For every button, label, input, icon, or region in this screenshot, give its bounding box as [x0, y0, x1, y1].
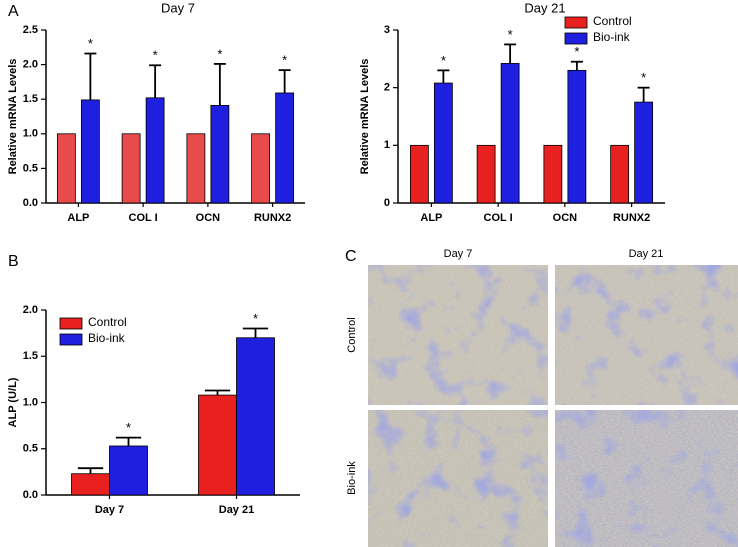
legend-swatch — [59, 317, 83, 330]
y-axis-label: Relative mRNA Levels — [7, 59, 19, 175]
significance: * — [574, 44, 579, 59]
bar — [409, 144, 429, 204]
y-tick-label: 2.5 — [23, 24, 38, 36]
bar — [251, 133, 271, 204]
legend-label: Bio-ink — [593, 30, 631, 44]
significance: * — [641, 70, 646, 85]
significance: * — [441, 53, 446, 68]
significance: * — [282, 53, 287, 68]
micrographs: Day 7 Day 21 Control Bio-ink — [346, 248, 738, 547]
y-tick-label: 0.5 — [23, 443, 38, 455]
significance: * — [217, 46, 222, 61]
error-bar — [84, 52, 97, 100]
x-tick-label: Day 21 — [219, 504, 254, 516]
bar — [80, 99, 100, 204]
error-bar — [213, 63, 226, 106]
y-tick-label: 1.0 — [23, 128, 38, 140]
column-label: Day 7 — [444, 248, 473, 260]
significance: * — [253, 311, 258, 326]
error-bar — [504, 43, 517, 64]
y-axis-label: ALP (U/L) — [7, 377, 19, 427]
panel-label: A — [8, 3, 19, 20]
y-tick-label: 0.0 — [23, 197, 38, 209]
bar — [198, 394, 237, 496]
x-tick-label: ALP — [67, 212, 89, 224]
legend-label: Control — [593, 14, 632, 28]
row-label: Bio-ink — [346, 461, 358, 495]
x-tick-label: OCN — [553, 212, 578, 224]
x-tick-label: COL I — [484, 212, 513, 224]
bar — [186, 133, 206, 204]
bar — [500, 63, 520, 204]
bar — [476, 144, 496, 204]
error-bar — [637, 86, 650, 103]
micrograph-texture — [555, 410, 738, 547]
legend-swatch — [564, 16, 588, 29]
column-label: Day 21 — [629, 248, 664, 260]
error-bar — [149, 64, 162, 98]
error-bar — [570, 60, 583, 71]
panel-label: B — [8, 253, 19, 270]
chart-title: Day 7 — [161, 0, 195, 15]
y-tick-label: 0 — [384, 197, 390, 209]
error-bar — [204, 389, 231, 396]
bar — [610, 144, 630, 204]
y-tick-label: 1.5 — [23, 93, 38, 105]
y-tick-label: 2.0 — [23, 59, 38, 71]
y-tick-label: 0.0 — [23, 489, 38, 501]
micrograph-texture — [368, 265, 548, 405]
micrograph-texture — [368, 410, 548, 547]
row-label: Control — [346, 317, 358, 352]
significance: * — [153, 48, 158, 63]
y-tick-label: 2 — [384, 82, 390, 94]
legend-label: Bio-ink — [88, 331, 126, 345]
y-tick-label: 2.0 — [23, 304, 38, 316]
error-bar — [437, 69, 450, 84]
significance: * — [508, 27, 513, 42]
error-bar — [242, 327, 269, 338]
bar — [236, 337, 275, 496]
error-bar — [77, 467, 104, 474]
bar — [543, 144, 563, 204]
error-bar — [115, 436, 142, 446]
bar — [109, 445, 148, 496]
x-tick-label: RUNX2 — [613, 212, 650, 224]
x-tick-label: COL I — [129, 212, 158, 224]
x-tick-label: RUNX2 — [254, 212, 291, 224]
bar — [567, 69, 587, 204]
micrograph-texture — [555, 265, 738, 405]
x-tick-label: ALP — [420, 212, 442, 224]
significance: * — [88, 36, 93, 51]
bar — [634, 101, 654, 204]
y-tick-label: 0.5 — [23, 162, 38, 174]
legend-swatch — [564, 32, 588, 45]
chart-title: Day 21 — [524, 0, 565, 15]
y-tick-label: 1.5 — [23, 350, 38, 362]
x-tick-label: Day 7 — [95, 504, 124, 516]
bar — [433, 82, 453, 204]
bar — [275, 92, 295, 204]
legend-label: Control — [88, 315, 127, 329]
y-tick-label: 1 — [384, 139, 390, 151]
error-bar — [278, 69, 291, 93]
x-tick-label: OCN — [196, 212, 221, 224]
y-tick-label: 3 — [384, 24, 390, 36]
bar — [56, 133, 76, 204]
bar — [145, 97, 165, 204]
y-tick-label: 1.0 — [23, 396, 38, 408]
bar — [210, 105, 230, 204]
legend-swatch — [59, 333, 83, 346]
y-axis-label: Relative mRNA Levels — [359, 59, 371, 175]
panel-label: C — [345, 248, 357, 265]
bar — [71, 473, 110, 496]
significance: * — [126, 420, 131, 435]
bar — [121, 133, 141, 204]
